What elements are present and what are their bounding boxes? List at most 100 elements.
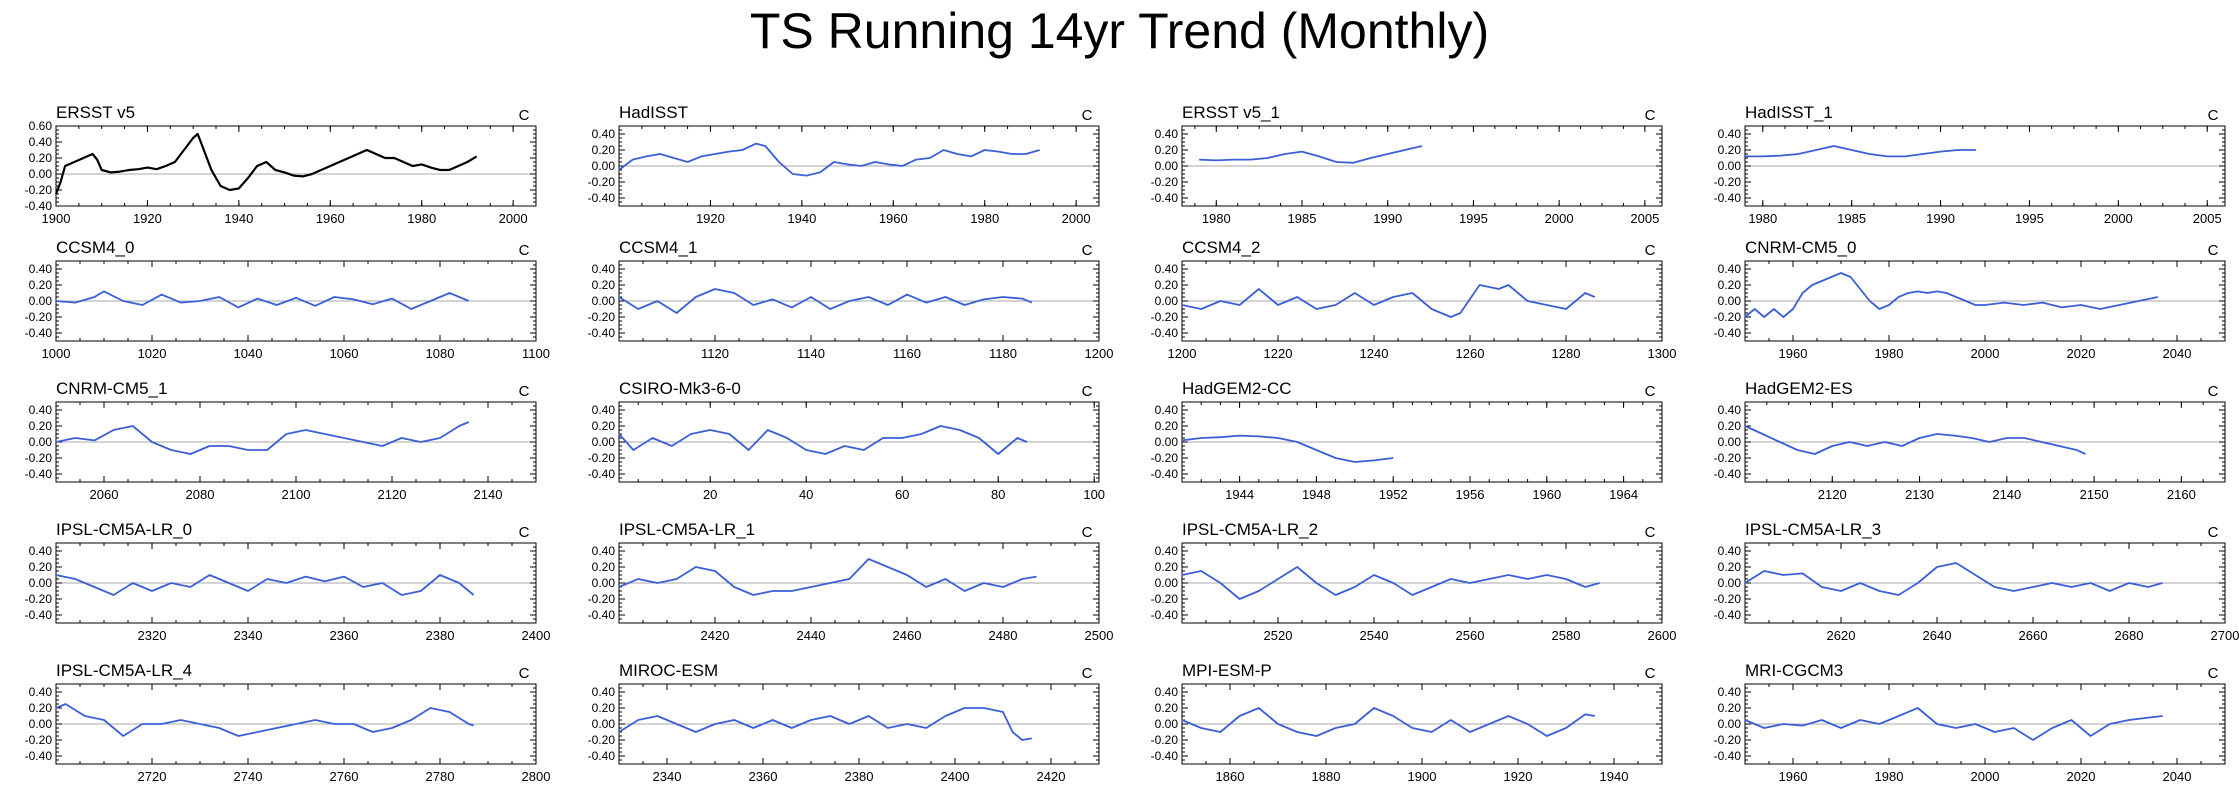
y-tick-label: 0.00 bbox=[1718, 159, 1742, 173]
y-tick-label: 0.20 bbox=[1718, 278, 1742, 292]
chart-panel: CSIRO-Mk3-6-0 C 0.40 0.20 0.00 -0.20 -0.40 20 40… bbox=[588, 379, 1105, 502]
x-tick-label: 2000 bbox=[1545, 211, 1574, 226]
y-tick-label: -0.40 bbox=[25, 749, 53, 763]
x-tick-label: 2000 bbox=[1971, 769, 2000, 784]
y-tick-label: 0.20 bbox=[1155, 701, 1179, 715]
chart-panel: IPSL-CM5A-LR_3 C 0.40 0.20 0.00 -0.20 -0.40 262… bbox=[1714, 520, 2239, 643]
x-tick-label: 40 bbox=[799, 487, 813, 502]
y-tick-label: 0.00 bbox=[29, 294, 53, 308]
x-tick-label: 2320 bbox=[138, 628, 167, 643]
x-tick-label: 2400 bbox=[522, 628, 551, 643]
x-tick-label: 2380 bbox=[845, 769, 874, 784]
y-tick-label: 0.40 bbox=[29, 685, 53, 699]
y-tick-label: -0.20 bbox=[1151, 175, 1179, 189]
x-tick-label: 1940 bbox=[224, 211, 253, 226]
x-tick-label: 2780 bbox=[426, 769, 455, 784]
units-label: C bbox=[1082, 665, 1093, 682]
x-tick-label: 1960 bbox=[316, 211, 345, 226]
y-tick-label: 0.00 bbox=[1718, 717, 1742, 731]
y-tick-label: -0.40 bbox=[25, 608, 53, 622]
x-tick-label: 2400 bbox=[941, 769, 970, 784]
units-label: C bbox=[519, 524, 530, 541]
x-tick-label: 2160 bbox=[2167, 487, 2196, 502]
x-tick-label: 2140 bbox=[474, 487, 503, 502]
y-tick-label: -0.20 bbox=[1151, 451, 1179, 465]
y-tick-label: -0.20 bbox=[1714, 310, 1742, 324]
panel-title: IPSL-CM5A-LR_0 bbox=[56, 520, 192, 539]
x-tick-label: 1980 bbox=[1875, 346, 1904, 361]
units-label: C bbox=[1082, 242, 1093, 259]
x-tick-label: 1920 bbox=[1504, 769, 1533, 784]
x-tick-label: 2380 bbox=[426, 628, 455, 643]
panel-title: IPSL-CM5A-LR_1 bbox=[619, 520, 755, 539]
x-tick-label: 2540 bbox=[1360, 628, 1389, 643]
panel-title: CCSM4_0 bbox=[56, 238, 134, 257]
x-tick-label: 2005 bbox=[2193, 211, 2222, 226]
x-tick-label: 1280 bbox=[1552, 346, 1581, 361]
x-tick-label: 2000 bbox=[2104, 211, 2133, 226]
y-tick-label: 0.20 bbox=[29, 560, 53, 574]
y-tick-label: 0.40 bbox=[1718, 262, 1742, 276]
y-tick-label: 0.20 bbox=[29, 419, 53, 433]
y-tick-label: 0.40 bbox=[592, 685, 616, 699]
units-label: C bbox=[1645, 524, 1656, 541]
x-tick-label: 2000 bbox=[1062, 211, 1091, 226]
x-tick-label: 1952 bbox=[1379, 487, 1408, 502]
units-label: C bbox=[2208, 242, 2219, 259]
chart-panel: MIROC-ESM C 0.40 0.20 0.00 -0.20 -0.40 2340 2360… bbox=[588, 661, 1100, 784]
units-label: C bbox=[519, 107, 530, 124]
x-tick-label: 1080 bbox=[426, 346, 455, 361]
y-tick-label: 0.40 bbox=[1718, 544, 1742, 558]
chart-panel: HadISST_1 C 0.40 0.20 0.00 -0.20 -0.40 1980 1985… bbox=[1714, 103, 2226, 226]
units-label: C bbox=[519, 383, 530, 400]
y-tick-label: -0.20 bbox=[588, 310, 616, 324]
y-tick-label: -0.40 bbox=[1151, 467, 1179, 481]
y-tick-label: -0.20 bbox=[25, 592, 53, 606]
x-tick-label: 2420 bbox=[1037, 769, 1066, 784]
y-tick-label: -0.40 bbox=[25, 199, 53, 213]
y-tick-label: 0.40 bbox=[592, 544, 616, 558]
x-tick-label: 1260 bbox=[1456, 346, 1485, 361]
x-tick-label: 1980 bbox=[407, 211, 436, 226]
x-tick-label: 1995 bbox=[1459, 211, 1488, 226]
panel-title: IPSL-CM5A-LR_3 bbox=[1745, 520, 1881, 539]
y-tick-label: 0.40 bbox=[592, 403, 616, 417]
panel-title: HadISST bbox=[619, 103, 688, 122]
y-tick-label: -0.40 bbox=[1714, 326, 1742, 340]
x-tick-label: 1980 bbox=[1748, 211, 1777, 226]
units-label: C bbox=[1082, 383, 1093, 400]
x-tick-label: 2660 bbox=[2019, 628, 2048, 643]
y-tick-label: 0.00 bbox=[1155, 717, 1179, 731]
chart-panel: CNRM-CM5_0 C 0.40 0.20 0.00 -0.20 -0.40 1960 198… bbox=[1714, 238, 2226, 361]
x-tick-label: 80 bbox=[991, 487, 1005, 502]
panel-title: HadGEM2-CC bbox=[1182, 379, 1292, 398]
x-tick-label: 1200 bbox=[1168, 346, 1197, 361]
y-tick-label: -0.40 bbox=[1714, 191, 1742, 205]
x-tick-label: 1920 bbox=[696, 211, 725, 226]
y-tick-label: -0.20 bbox=[1714, 175, 1742, 189]
x-tick-label: 2740 bbox=[234, 769, 263, 784]
x-tick-label: 1985 bbox=[1288, 211, 1317, 226]
x-tick-label: 2140 bbox=[1992, 487, 2021, 502]
y-tick-label: 0.20 bbox=[592, 701, 616, 715]
x-tick-label: 2720 bbox=[138, 769, 167, 784]
x-tick-label: 2680 bbox=[2115, 628, 2144, 643]
x-tick-label: 2360 bbox=[749, 769, 778, 784]
x-tick-label: 2020 bbox=[2067, 769, 2096, 784]
x-tick-label: 1964 bbox=[1609, 487, 1638, 502]
x-tick-label: 1960 bbox=[1779, 346, 1808, 361]
x-tick-label: 1990 bbox=[1926, 211, 1955, 226]
y-tick-label: 0.40 bbox=[29, 403, 53, 417]
panel-title: MRI-CGCM3 bbox=[1745, 661, 1843, 680]
x-tick-label: 2000 bbox=[1971, 346, 2000, 361]
x-tick-label: 2500 bbox=[1085, 628, 1114, 643]
x-tick-label: 2360 bbox=[330, 628, 359, 643]
y-tick-label: -0.20 bbox=[25, 733, 53, 747]
panel-title: MIROC-ESM bbox=[619, 661, 718, 680]
x-tick-label: 2150 bbox=[2080, 487, 2109, 502]
panel-title: ERSST v5 bbox=[56, 103, 135, 122]
y-tick-label: -0.40 bbox=[25, 326, 53, 340]
chart-panel: IPSL-CM5A-LR_1 C 0.40 0.20 0.00 -0.20 -0.40 242… bbox=[588, 520, 1114, 643]
y-tick-label: 0.00 bbox=[1155, 576, 1179, 590]
chart-panel: CNRM-CM5_1 C 0.40 0.20 0.00 -0.20 -0.40 2060 208… bbox=[25, 379, 537, 502]
